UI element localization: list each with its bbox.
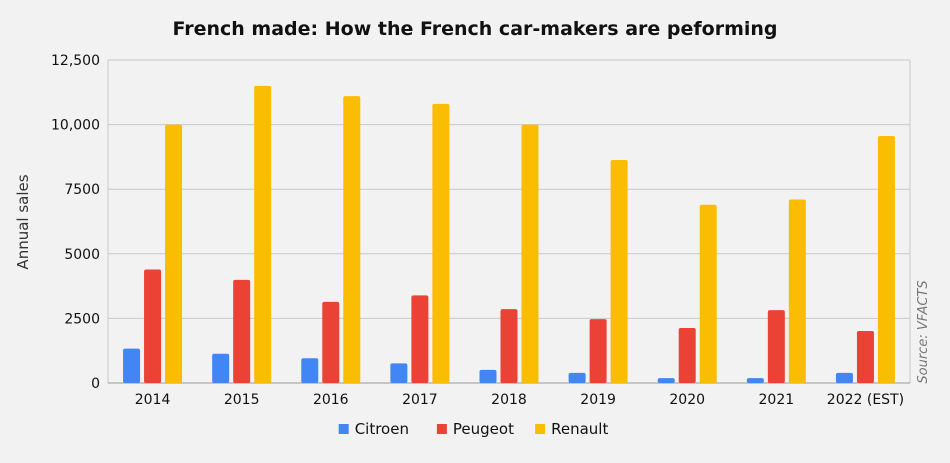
y-tick-label: 10,000: [51, 118, 100, 134]
y-tick-label: 0: [91, 376, 100, 392]
bar-peugeot: [767, 310, 785, 383]
bar-renault: [788, 199, 806, 383]
bar-peugeot: [678, 327, 696, 383]
bar-renault: [432, 103, 450, 383]
bar-peugeot: [856, 331, 874, 383]
y-tick-label: 12,500: [51, 53, 100, 69]
bar-citroen: [390, 363, 408, 383]
bar-citroen: [835, 372, 853, 383]
x-tick-label: 2019: [580, 392, 616, 408]
bar-citroen: [301, 358, 319, 383]
x-tick-label: 2016: [313, 392, 349, 408]
x-tick-label: 2022 (EST): [827, 392, 904, 408]
bar-renault: [877, 135, 895, 383]
source-note: Source: VFACTS: [916, 280, 931, 383]
legend-swatch-citroen: [338, 424, 349, 434]
x-axis-ticks: 2014 2015 2016 2017 2018 2019 2020 2021 2022 (ES…: [135, 392, 904, 408]
bar-citroen: [212, 353, 230, 383]
bar-citroen: [479, 369, 497, 383]
x-tick-label: 2018: [491, 392, 527, 408]
y-tick-label: 5000: [64, 247, 100, 263]
y-tick-label: 7500: [64, 182, 100, 198]
bar-citroen: [657, 378, 675, 383]
legend-swatch-renault: [535, 424, 546, 434]
x-tick-label: 2017: [402, 392, 438, 408]
bar-peugeot: [322, 301, 340, 383]
x-tick-label: 2020: [669, 392, 705, 408]
bar-renault: [165, 124, 183, 383]
y-axis-ticks: 0 2500 5000 7500 10,000 12,500: [51, 53, 100, 392]
bar-renault: [610, 160, 628, 383]
x-tick-label: 2015: [224, 392, 260, 408]
bars: [123, 85, 895, 384]
bar-citroen: [123, 348, 141, 383]
bar-renault: [343, 96, 361, 384]
x-tick-label: 2021: [759, 392, 795, 408]
x-tick-label: 2014: [135, 392, 171, 408]
legend: Citroen Peugeot Renault: [338, 420, 608, 438]
bar-renault: [699, 204, 717, 383]
legend-swatch-peugeot: [436, 424, 447, 434]
bar-renault: [254, 85, 272, 383]
y-tick-label: 2500: [64, 311, 100, 327]
bar-peugeot: [144, 269, 162, 383]
legend-label-citroen: Citroen: [355, 420, 409, 438]
y-axis-label: Annual sales: [14, 174, 32, 269]
bar-peugeot: [500, 309, 518, 383]
bar-citroen: [746, 378, 764, 383]
bar-renault: [521, 124, 539, 383]
bar-citroen: [568, 372, 586, 383]
legend-label-peugeot: Peugeot: [453, 420, 514, 438]
legend-label-renault: Renault: [551, 420, 608, 438]
bar-peugeot: [233, 279, 251, 383]
bar-peugeot: [589, 319, 607, 383]
bar-peugeot: [411, 295, 429, 383]
chart-title: French made: How the French car-makers a…: [172, 18, 777, 40]
